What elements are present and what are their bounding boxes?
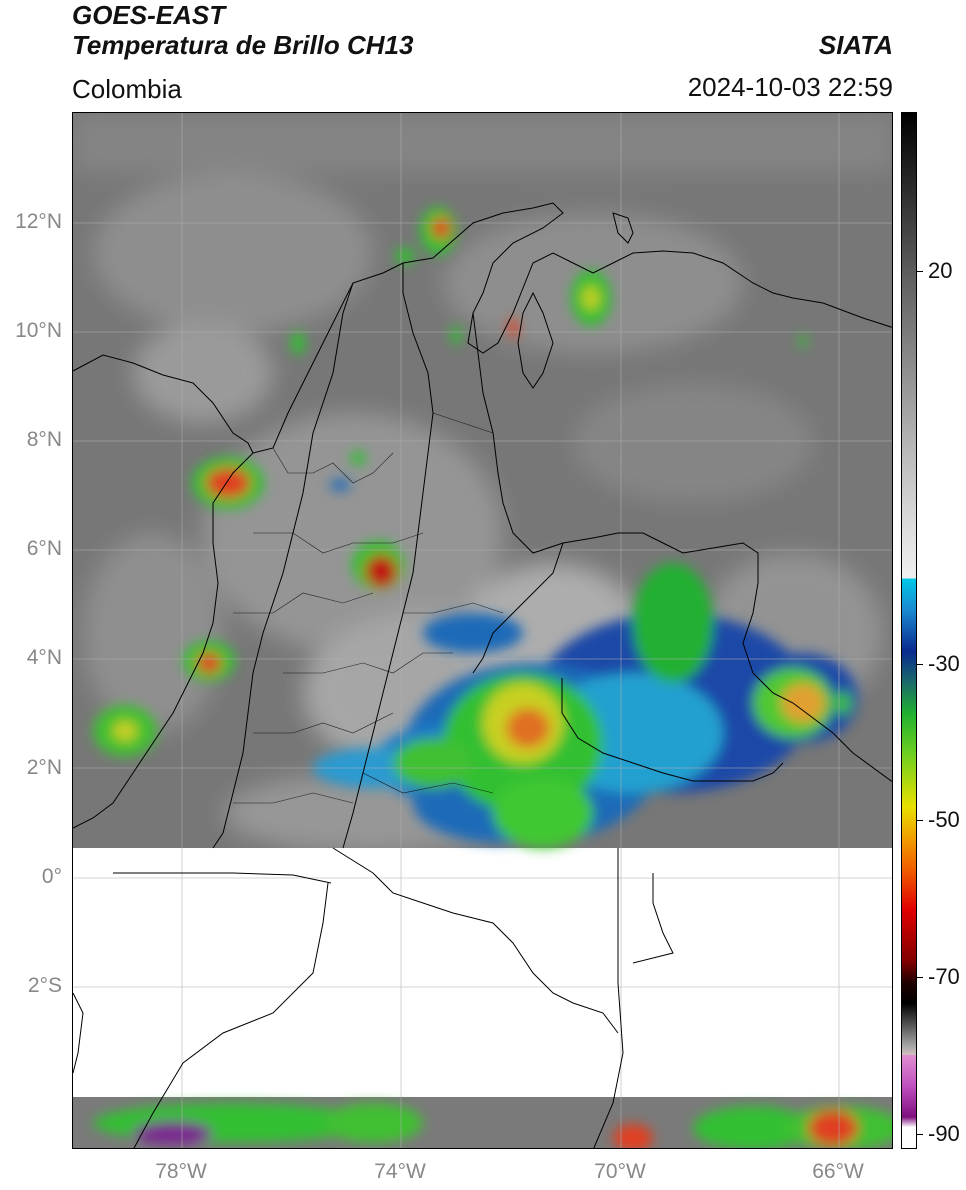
organization-label: SIATA <box>818 30 893 60</box>
lat-label-12n: 12°N <box>15 210 62 233</box>
colorbar-tick-minus50: -50 <box>928 807 960 832</box>
map-canvas <box>73 113 892 1148</box>
convective-clouds <box>93 207 892 1148</box>
lon-label-70w: 70°W <box>594 1160 646 1183</box>
colorbar-gradient <box>902 113 916 1148</box>
title-block: GOES-EAST Temperatura de Brillo CH13 Col… <box>72 0 413 104</box>
datetime-label: 2024-10-03 22:59 <box>687 72 893 102</box>
satellite-title: GOES-EAST <box>72 0 226 30</box>
internal-borders <box>233 412 504 804</box>
lat-label-8n: 8°N <box>26 428 62 451</box>
colorbar-tick-20: 20 <box>928 258 953 283</box>
lon-label-74w: 74°W <box>374 1160 426 1183</box>
colorbar-tick-minus30: -30 <box>928 651 960 676</box>
graticule <box>73 113 892 1148</box>
temperature-colorbar <box>901 112 917 1149</box>
region-title: Colombia <box>72 74 182 104</box>
lat-label-2s: 2°S <box>27 974 62 997</box>
lat-label-2n: 2°N <box>26 756 62 779</box>
borders <box>73 202 892 1148</box>
lat-label-6n: 6°N <box>26 537 62 560</box>
satellite-map[interactable] <box>72 112 893 1149</box>
colorbar-tick-minus90: -90 <box>928 1121 960 1146</box>
lon-label-78w: 78°W <box>155 1160 207 1183</box>
lon-label-66w: 66°W <box>812 1160 864 1183</box>
product-title: Temperatura de Brillo CH13 <box>72 30 414 60</box>
colorbar-tick-minus70: -70 <box>928 964 960 989</box>
no-data-band <box>73 848 892 1097</box>
lat-label-0: 0° <box>41 865 62 888</box>
lat-label-4n: 4°N <box>26 646 62 669</box>
lat-label-10n: 10°N <box>15 319 62 342</box>
